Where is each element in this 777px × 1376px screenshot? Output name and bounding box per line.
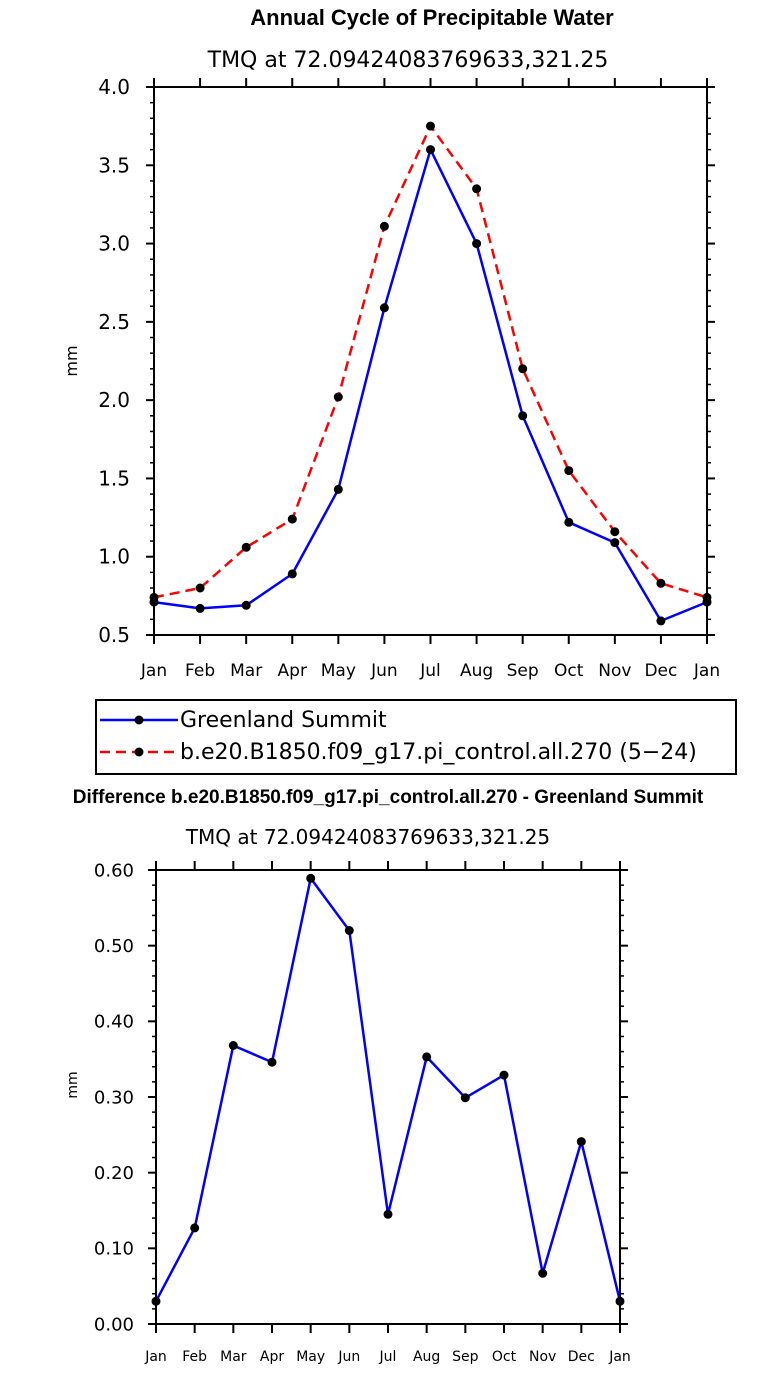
chart1-series-1-point [379,221,389,231]
chart1-xtick-label: Sep [507,661,539,681]
chart1-ytick-label: 2.5 [98,310,130,334]
chart1-xtick-label: Dec [644,661,677,681]
chart2-xtick-label: Nov [529,1349,556,1365]
chart1-subtitle: TMQ at 72.09424083769633,321.25 [207,48,609,73]
chart1-xtick-label: Oct [554,661,584,681]
chart1-xtick-label: Jun [370,661,398,681]
chart2-xtick-label: Dec [568,1349,595,1365]
chart1-series-1-point [287,514,297,524]
legend-box [95,699,737,775]
chart1-xtick-label: Feb [185,661,215,681]
chart1-ytick-label: 4.0 [98,75,130,99]
chart1-series-1-point [195,583,205,593]
chart1-xtick-label: Apr [278,661,307,681]
chart1-ylabel: mm [62,345,81,376]
chart2-series-0-point [538,1268,548,1278]
chart1-series-0-point [195,603,205,613]
chart1-series-1-line [153,124,708,599]
legend-marker-model [134,747,144,757]
chart1-ytick-label: 3.0 [98,232,130,256]
chart2-subtitle: TMQ at 72.09424083769633,321.25 [185,825,550,849]
chart1-series-0-point [518,411,528,421]
chart2-series-0-point [576,1137,586,1147]
chart1-series-1-point [610,527,620,537]
chart2-xtick-label: Oct [492,1349,517,1365]
chart2-xtick-label: Sep [452,1349,479,1365]
chart1-ytick-label: 1.0 [98,545,130,569]
chart2-series-0-point [499,1070,509,1080]
chart2-ylabel: mm [65,1071,81,1098]
chart1-series-0-point [379,303,389,313]
chart2-xtick-label: Jan [608,1349,631,1365]
chart1-series-0-point [564,517,574,527]
chart1-ytick-label: 1.5 [98,466,130,490]
chart2-ytick-label: 0.00 [94,1314,134,1335]
chart2-ytick-label: 0.30 [94,1087,134,1108]
chart2-series-0-point [344,926,354,935]
chart2-series-0-point [228,1041,238,1050]
chart1-series-1-point [518,364,528,374]
chart1-series-1-point [426,121,435,131]
chart1-series-0-point [287,569,297,579]
chart1-frame [153,86,708,636]
chart2-xtick-label: Aug [413,1349,440,1365]
chart2-series-0-point [460,1093,470,1103]
chart1-series-0-point [426,145,435,155]
chart1-series-1-point [656,578,666,588]
chart1-xtick-label: May [321,661,356,681]
chart1-series-1-point [564,466,574,476]
chart2-xtick-label: May [296,1349,325,1365]
chart2-series-0-line [154,877,622,1302]
chart2-xtick-label: Feb [182,1349,207,1365]
chart1-xtick-label: Mar [230,661,262,681]
chart1-ytick-label: 3.5 [98,153,130,177]
chart1-series-0-line [153,148,708,623]
legend-label-model: b.e20.B1850.f09_g17.pi_control.all.270 (… [180,740,697,765]
chart2-ytick-label: 0.50 [94,936,134,957]
chart1-series-0-point [610,538,620,548]
chart1-xtick-label: Aug [460,661,493,681]
chart1-title: Annual Cycle of Precipitable Water [250,5,614,30]
chart2-xtick-label: Jul [379,1349,397,1365]
chart1-ytick-label: 0.5 [98,623,130,647]
chart1-series-0-point [241,600,251,610]
chart2-ytick-label: 0.10 [94,1239,134,1260]
chart2-ytick-label: 0.20 [94,1163,134,1184]
chart2-xtick-label: Jan [144,1349,167,1365]
chart2-ytick-label: 0.40 [94,1012,134,1033]
chart1-xtick-label: Nov [598,661,631,681]
chart1-series-1-point [241,542,251,552]
chart2-series-0-point [306,873,316,883]
chart1-series-0-point [472,239,482,249]
chart2-xtick-label: Apr [260,1349,284,1365]
chart2-series-0-point [383,1209,393,1219]
chart1-series-1-point [472,184,482,194]
chart1-series-0-point [333,484,343,494]
chart2-frame [155,869,621,1325]
chart1-xtick-label: Jan [693,661,720,681]
chart1-series-1-point [333,392,343,402]
chart1-ytick-label: 2.0 [98,388,130,412]
chart1-xtick-label: Jul [419,661,441,681]
chart2-series-0-point [422,1052,432,1062]
chart1-series-0-point [656,616,666,626]
legend-marker-greenland [134,715,144,725]
chart2-title: Difference b.e20.B1850.f09_g17.pi_contro… [73,787,704,808]
chart2-ytick-label: 0.60 [94,860,134,881]
chart2-series-0-point [190,1223,200,1233]
legend-label-greenland: Greenland Summit [180,708,387,733]
chart2-xtick-label: Mar [220,1349,247,1365]
chart2-series-0-point [267,1057,277,1067]
chart2-xtick-label: Jun [337,1349,360,1365]
chart1-xtick-label: Jan [140,661,167,681]
